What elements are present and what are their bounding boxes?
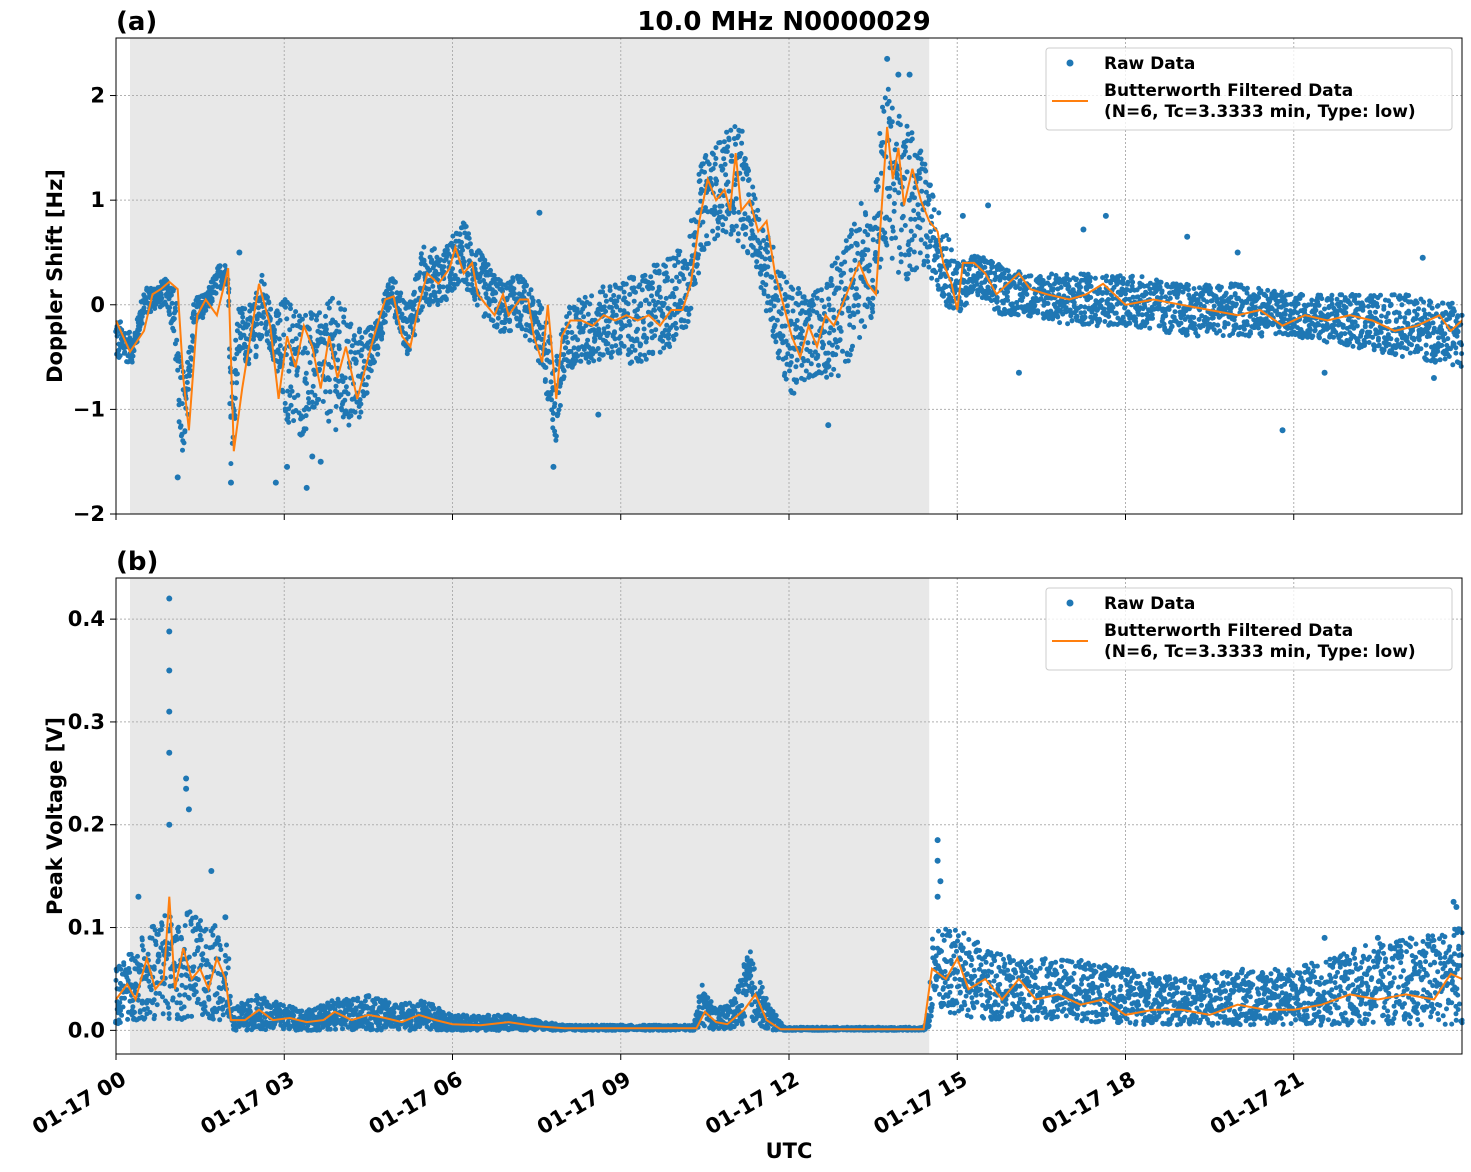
y-tick-label: −2 <box>73 502 105 526</box>
panel-b-ylabel: Peak Voltage [V] <box>43 717 67 915</box>
panel-a-legend: Raw Data Butterworth Filtered Data (N=6,… <box>1045 47 1453 131</box>
raw-data-outlier <box>1453 903 1460 910</box>
panel-a-ylabel: Doppler Shift [Hz] <box>43 169 67 383</box>
raw-data-outlier <box>884 55 891 62</box>
panel-b-night-shading <box>130 578 930 1054</box>
raw-data-outlier <box>135 893 142 900</box>
panel-b-label: (b) <box>116 547 158 577</box>
panel-b-legend-raw-label: Raw Data <box>1104 594 1195 614</box>
panel-a-filtered-line <box>115 126 1463 452</box>
x-tick-label: 01-17 06 <box>365 1067 467 1140</box>
raw-data-outlier <box>183 785 190 792</box>
raw-data-outlier <box>166 821 173 828</box>
raw-data-outlier <box>1080 226 1087 233</box>
panel-b-legend-box <box>1045 587 1453 671</box>
raw-data-outlier <box>222 914 229 921</box>
y-tick-label: 0.2 <box>68 813 105 837</box>
panel-b-legend: Raw Data Butterworth Filtered Data (N=6,… <box>1045 587 1453 671</box>
y-tick-label: 0.0 <box>68 1018 105 1042</box>
raw-data-outlier <box>934 837 941 844</box>
y-tick-label: −1 <box>73 397 105 421</box>
raw-data-outlier <box>1450 898 1457 905</box>
y-tick-label: 2 <box>90 84 105 108</box>
y-tick-label: 0.3 <box>68 710 105 734</box>
raw-data-outlier <box>166 749 173 756</box>
chart-title: 10.0 MHz N0000029 <box>637 7 930 37</box>
x-axis-label: UTC <box>766 1139 813 1163</box>
panel-a-legend-filtered-label: Butterworth Filtered Data <box>1104 81 1353 101</box>
raw-data-outlier <box>1102 212 1109 219</box>
raw-data-outlier <box>303 484 310 491</box>
raw-data-outlier <box>906 71 913 78</box>
raw-data-outlier <box>1184 233 1191 240</box>
raw-data-outlier <box>166 708 173 715</box>
raw-data-outlier <box>1234 249 1241 256</box>
raw-data-outlier <box>825 422 832 429</box>
panel-a-legend-box <box>1045 47 1453 131</box>
raw-data-outlier <box>166 667 173 674</box>
raw-data-outlier <box>937 878 944 885</box>
raw-data-outlier <box>185 806 192 813</box>
x-tick-label: 01-17 12 <box>701 1067 803 1140</box>
panel-b-filtered-line <box>115 896 1463 1031</box>
x-axis: 01-17 00 01-17 03 01-17 06 01-17 09 01-17 12… <box>28 1067 1308 1140</box>
raw-data-outlier <box>1419 254 1426 261</box>
raw-data-outlier <box>208 868 215 875</box>
panel-a-night-shading <box>130 38 930 514</box>
raw-data-outlier <box>1430 375 1437 381</box>
raw-data-outlier <box>227 479 234 486</box>
raw-data-outlier <box>1015 369 1022 376</box>
raw-data-outlier <box>1374 934 1381 941</box>
raw-data-outlier <box>236 249 243 256</box>
raw-data-outlier <box>183 775 190 782</box>
raw-data-outlier <box>1321 934 1328 941</box>
raw-data-outlier <box>934 893 941 900</box>
panel-a-legend-raw-marker <box>1066 59 1074 67</box>
raw-data-outlier <box>272 479 279 486</box>
y-tick-label: 0.4 <box>68 607 105 631</box>
panel-a-legend-filtered-params: (N=6, Tc=3.3333 min, Type: low) <box>1104 102 1416 122</box>
x-tick-label: 01-17 15 <box>870 1067 972 1140</box>
raw-data-outlier <box>934 857 941 864</box>
panel-a-raw-series <box>113 55 1465 491</box>
panel-b-legend-filtered-params: (N=6, Tc=3.3333 min, Type: low) <box>1104 642 1416 662</box>
raw-data-outlier <box>309 453 316 460</box>
raw-data-outlier <box>895 71 902 78</box>
x-tick-label: 01-17 21 <box>1206 1067 1308 1140</box>
raw-data-outlier <box>536 209 543 216</box>
y-tick-label: 0 <box>90 293 105 317</box>
raw-data-outlier <box>317 458 324 465</box>
x-tick-label: 01-17 09 <box>533 1067 635 1140</box>
y-tick-label: 0.1 <box>68 916 105 940</box>
raw-data-outlier <box>595 411 602 418</box>
x-tick-label: 01-17 18 <box>1038 1067 1140 1140</box>
panel-b-legend-filtered-label: Butterworth Filtered Data <box>1104 621 1353 641</box>
raw-data-outlier <box>174 474 181 481</box>
panel-a-ticks: −2 −1 0 1 2 <box>73 84 1295 526</box>
raw-data-outlier <box>959 212 966 219</box>
panel-a: (a) −2 −1 0 1 2 Doppler Shift [Hz] Raw Data … <box>43 7 1465 526</box>
x-tick-label: 01-17 03 <box>197 1067 299 1140</box>
raw-data-outlier <box>166 628 173 635</box>
panel-b: (b) 0.0 0.1 0.2 0.3 0.4 Peak Voltage [V] Raw… <box>43 547 1465 1060</box>
x-tick-label: 01-17 00 <box>28 1067 130 1140</box>
panel-a-label: (a) <box>116 7 157 37</box>
raw-data-outlier <box>166 595 173 602</box>
raw-data-outlier <box>550 463 557 470</box>
raw-data-outlier <box>985 202 992 209</box>
raw-data-outlier <box>1321 369 1328 376</box>
panel-b-ticks: 0.0 0.1 0.2 0.3 0.4 <box>68 607 1295 1060</box>
raw-data-outlier <box>284 463 291 470</box>
raw-data-outlier <box>1279 427 1286 434</box>
panel-a-legend-raw-label: Raw Data <box>1104 54 1195 74</box>
y-tick-label: 1 <box>90 188 105 212</box>
panel-b-legend-raw-marker <box>1066 599 1074 607</box>
